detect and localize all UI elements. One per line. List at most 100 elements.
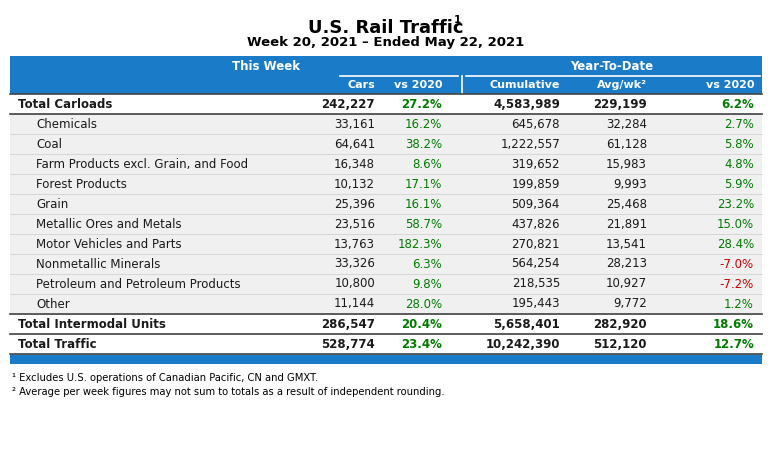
Bar (10, 76, 762, 94)
Bar (10, 174, 762, 194)
Text: 28.0%: 28.0% (405, 298, 442, 310)
Text: ¹ Excludes U.S. operations of Canadian Pacific, CN and GMXT.: ¹ Excludes U.S. operations of Canadian P… (12, 373, 318, 383)
Text: 61,128: 61,128 (606, 137, 647, 151)
Text: 10,132: 10,132 (334, 177, 375, 191)
Text: Other: Other (36, 298, 69, 310)
Text: 4.8%: 4.8% (724, 157, 754, 171)
Text: Coal: Coal (36, 137, 62, 151)
Bar (10, 294, 762, 314)
Text: 33,161: 33,161 (334, 118, 375, 130)
Text: 17.1%: 17.1% (405, 177, 442, 191)
Text: Farm Products excl. Grain, and Food: Farm Products excl. Grain, and Food (36, 157, 248, 171)
Text: 5,658,401: 5,658,401 (493, 318, 560, 330)
Text: 6.3%: 6.3% (412, 257, 442, 271)
Text: 9,993: 9,993 (614, 177, 647, 191)
Text: -7.2%: -7.2% (720, 277, 754, 291)
Text: Motor Vehicles and Parts: Motor Vehicles and Parts (36, 237, 181, 250)
Bar (10, 154, 762, 174)
Text: 1.2%: 1.2% (724, 298, 754, 310)
Text: 4,583,989: 4,583,989 (493, 98, 560, 110)
Text: 270,821: 270,821 (512, 237, 560, 250)
Text: Avg/wk²: Avg/wk² (597, 80, 647, 90)
Text: 38.2%: 38.2% (405, 137, 442, 151)
Text: 195,443: 195,443 (512, 298, 560, 310)
Text: Nonmetallic Minerals: Nonmetallic Minerals (36, 257, 161, 271)
Text: 199,859: 199,859 (512, 177, 560, 191)
Text: 64,641: 64,641 (334, 137, 375, 151)
Text: 286,547: 286,547 (321, 318, 375, 330)
Text: 28,213: 28,213 (606, 257, 647, 271)
Text: 58.7%: 58.7% (405, 218, 442, 230)
Text: 13,763: 13,763 (334, 237, 375, 250)
Text: Cumulative: Cumulative (489, 80, 560, 90)
Text: This Week: This Week (232, 60, 300, 73)
Text: 16,348: 16,348 (334, 157, 375, 171)
Text: 23,516: 23,516 (334, 218, 375, 230)
Bar (10, 254, 762, 274)
Text: 11,144: 11,144 (334, 298, 375, 310)
Text: 242,227: 242,227 (321, 98, 375, 110)
Text: 645,678: 645,678 (512, 118, 560, 130)
Text: vs 2020: vs 2020 (394, 80, 442, 90)
Bar (10, 314, 762, 334)
Text: 16.1%: 16.1% (405, 198, 442, 210)
Text: 20.4%: 20.4% (401, 318, 442, 330)
Bar (10, 56, 762, 76)
Text: 32,284: 32,284 (606, 118, 647, 130)
Text: 25,396: 25,396 (334, 198, 375, 210)
Text: 528,774: 528,774 (321, 337, 375, 350)
Text: 564,254: 564,254 (512, 257, 560, 271)
Text: 16.2%: 16.2% (405, 118, 442, 130)
Text: Petroleum and Petroleum Products: Petroleum and Petroleum Products (36, 277, 241, 291)
Bar (10, 194, 762, 214)
Text: 437,826: 437,826 (512, 218, 560, 230)
Bar (10, 354, 762, 364)
Text: 319,652: 319,652 (512, 157, 560, 171)
Text: Forest Products: Forest Products (36, 177, 127, 191)
Text: 10,242,390: 10,242,390 (486, 337, 560, 350)
Text: 21,891: 21,891 (606, 218, 647, 230)
Text: Grain: Grain (36, 198, 68, 210)
Bar (10, 274, 762, 294)
Text: Cars: Cars (347, 80, 375, 90)
Text: 27.2%: 27.2% (401, 98, 442, 110)
Text: 229,199: 229,199 (593, 98, 647, 110)
Text: 182.3%: 182.3% (398, 237, 442, 250)
Text: -7.0%: -7.0% (720, 257, 754, 271)
Text: 2.7%: 2.7% (724, 118, 754, 130)
Text: vs 2020: vs 2020 (706, 80, 754, 90)
Text: 6.2%: 6.2% (721, 98, 754, 110)
Bar (10, 134, 762, 154)
Text: 512,120: 512,120 (594, 337, 647, 350)
Text: Year-To-Date: Year-To-Date (571, 60, 654, 73)
Text: Week 20, 2021 – Ended May 22, 2021: Week 20, 2021 – Ended May 22, 2021 (247, 36, 525, 48)
Text: Total Carloads: Total Carloads (18, 98, 113, 110)
Text: 13,541: 13,541 (606, 237, 647, 250)
Text: 9,772: 9,772 (613, 298, 647, 310)
Text: 5.8%: 5.8% (724, 137, 754, 151)
Text: Chemicals: Chemicals (36, 118, 97, 130)
Text: 9.8%: 9.8% (412, 277, 442, 291)
Text: Metallic Ores and Metals: Metallic Ores and Metals (36, 218, 181, 230)
Text: 33,326: 33,326 (334, 257, 375, 271)
Text: 8.6%: 8.6% (412, 157, 442, 171)
Text: 18.6%: 18.6% (713, 318, 754, 330)
Text: ² Average per week figures may not sum to totals as a result of independent roun: ² Average per week figures may not sum t… (12, 387, 445, 397)
Text: 509,364: 509,364 (512, 198, 560, 210)
Text: 23.4%: 23.4% (401, 337, 442, 350)
Text: 12.7%: 12.7% (713, 337, 754, 350)
Text: Total Traffic: Total Traffic (18, 337, 96, 350)
Text: 10,927: 10,927 (606, 277, 647, 291)
Text: 1: 1 (454, 15, 461, 25)
Bar (10, 234, 762, 254)
Text: 23.2%: 23.2% (716, 198, 754, 210)
Text: 28.4%: 28.4% (716, 237, 754, 250)
Text: 1,222,557: 1,222,557 (500, 137, 560, 151)
Text: 25,468: 25,468 (606, 198, 647, 210)
Text: 5.9%: 5.9% (724, 177, 754, 191)
Text: 282,920: 282,920 (594, 318, 647, 330)
Text: 15,983: 15,983 (606, 157, 647, 171)
Bar (10, 334, 762, 354)
Bar (10, 94, 762, 114)
Text: Total Intermodal Units: Total Intermodal Units (18, 318, 166, 330)
